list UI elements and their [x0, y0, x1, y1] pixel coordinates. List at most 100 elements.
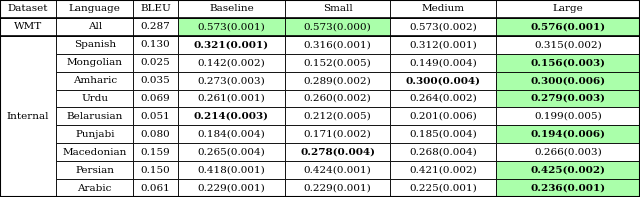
Text: Amharic: Amharic [73, 76, 116, 85]
Text: 0.265(0.004): 0.265(0.004) [198, 148, 265, 157]
Bar [178, 18, 285, 36]
Bar [285, 36, 390, 54]
Text: 0.261(0.001): 0.261(0.001) [198, 94, 265, 103]
Bar [56, 161, 133, 179]
Bar [133, 18, 178, 36]
Bar [496, 0, 640, 18]
Bar [285, 0, 390, 18]
Text: 0.214(0.003): 0.214(0.003) [194, 112, 269, 121]
Text: 0.260(0.002): 0.260(0.002) [304, 94, 371, 103]
Text: 0.266(0.003): 0.266(0.003) [534, 148, 602, 157]
Text: 0.273(0.003): 0.273(0.003) [198, 76, 265, 85]
Bar [178, 179, 285, 197]
Text: 0.289(0.002): 0.289(0.002) [304, 76, 371, 85]
Bar [390, 125, 496, 143]
Bar [56, 72, 133, 90]
Bar [133, 179, 178, 197]
Bar [285, 107, 390, 125]
Bar [133, 143, 178, 161]
Text: 0.573(0.001): 0.573(0.001) [198, 22, 265, 31]
Text: 0.264(0.002): 0.264(0.002) [410, 94, 477, 103]
Bar [178, 36, 285, 54]
Bar [56, 179, 133, 197]
Text: 0.025: 0.025 [141, 58, 170, 67]
Bar [56, 107, 133, 125]
Bar [390, 54, 496, 72]
Bar [133, 125, 178, 143]
Bar [133, 54, 178, 72]
Text: WMT: WMT [14, 22, 42, 31]
Bar [133, 0, 178, 18]
Text: 0.212(0.005): 0.212(0.005) [304, 112, 371, 121]
Text: Dataset: Dataset [8, 5, 49, 13]
Text: 0.069: 0.069 [141, 94, 170, 103]
Text: 0.573(0.000): 0.573(0.000) [304, 22, 371, 31]
Text: 0.080: 0.080 [141, 130, 170, 139]
Text: Internal: Internal [7, 112, 49, 121]
Text: Arabic: Arabic [77, 184, 112, 192]
Bar [496, 125, 640, 143]
Bar [56, 18, 133, 36]
Text: 0.268(0.004): 0.268(0.004) [410, 148, 477, 157]
Text: BLEU: BLEU [140, 5, 171, 13]
Text: 0.321(0.001): 0.321(0.001) [194, 40, 269, 49]
Text: Persian: Persian [76, 166, 114, 175]
Text: Macedonian: Macedonian [63, 148, 127, 157]
Text: 0.279(0.003): 0.279(0.003) [531, 94, 605, 103]
Bar [178, 143, 285, 161]
Bar [496, 161, 640, 179]
Text: 0.418(0.001): 0.418(0.001) [198, 166, 265, 175]
Bar [178, 54, 285, 72]
Text: 0.316(0.001): 0.316(0.001) [304, 40, 371, 49]
Bar [178, 125, 285, 143]
Bar [390, 179, 496, 197]
Bar [56, 36, 133, 54]
Bar [285, 18, 390, 36]
Bar [390, 36, 496, 54]
Bar [285, 90, 390, 107]
Bar [285, 54, 390, 72]
Bar [56, 0, 133, 18]
Text: 0.225(0.001): 0.225(0.001) [410, 184, 477, 192]
Text: 0.229(0.001): 0.229(0.001) [198, 184, 265, 192]
Bar [390, 107, 496, 125]
Bar [56, 125, 133, 143]
Text: 0.159: 0.159 [141, 148, 170, 157]
Text: Punjabi: Punjabi [75, 130, 115, 139]
Text: 0.287: 0.287 [141, 22, 170, 31]
Bar [390, 143, 496, 161]
Bar [496, 143, 640, 161]
Bar [496, 18, 640, 36]
Text: Small: Small [323, 5, 353, 13]
Bar [133, 161, 178, 179]
Text: 0.229(0.001): 0.229(0.001) [304, 184, 371, 192]
Bar [285, 179, 390, 197]
Text: 0.300(0.006): 0.300(0.006) [531, 76, 605, 85]
Bar [285, 125, 390, 143]
Text: 0.061: 0.061 [141, 184, 170, 192]
Text: Medium: Medium [422, 5, 465, 13]
Bar [390, 18, 496, 36]
Text: Spanish: Spanish [74, 40, 116, 49]
Text: 0.130: 0.130 [141, 40, 170, 49]
Bar [178, 161, 285, 179]
Bar [133, 36, 178, 54]
Bar [0, 0, 56, 18]
Text: 0.315(0.002): 0.315(0.002) [534, 40, 602, 49]
Text: 0.184(0.004): 0.184(0.004) [198, 130, 265, 139]
Bar [496, 72, 640, 90]
Text: 0.573(0.002): 0.573(0.002) [410, 22, 477, 31]
Text: 0.150: 0.150 [141, 166, 170, 175]
Bar [496, 179, 640, 197]
Text: 0.312(0.001): 0.312(0.001) [410, 40, 477, 49]
Text: 0.194(0.006): 0.194(0.006) [531, 130, 605, 139]
Bar [178, 0, 285, 18]
Text: 0.576(0.001): 0.576(0.001) [531, 22, 605, 31]
Text: Urdu: Urdu [81, 94, 108, 103]
Text: 0.421(0.002): 0.421(0.002) [410, 166, 477, 175]
Text: 0.424(0.001): 0.424(0.001) [304, 166, 371, 175]
Text: 0.152(0.005): 0.152(0.005) [304, 58, 371, 67]
Bar [496, 107, 640, 125]
Text: All: All [88, 22, 102, 31]
Text: 0.201(0.006): 0.201(0.006) [410, 112, 477, 121]
